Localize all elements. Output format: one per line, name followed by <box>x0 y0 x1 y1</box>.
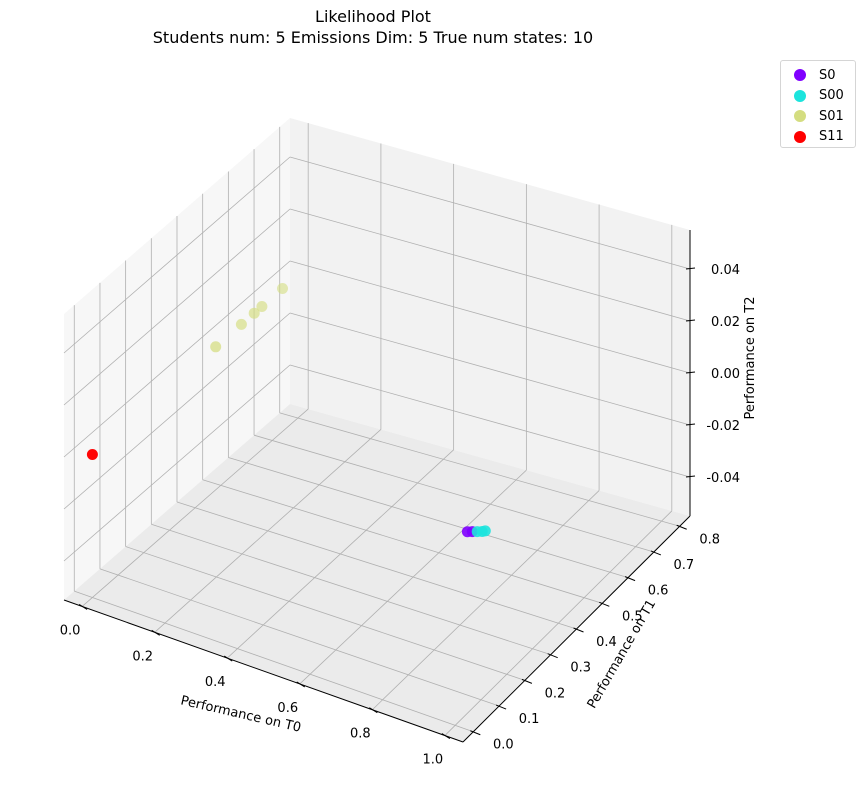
gridline-y-floor <box>151 523 551 656</box>
tick-labels: 0.0 0.2 0.4 0.6 0.8 1.0 0.0 0.1 0.2 0.3 0.4 0.5 0.6 0… <box>60 263 740 768</box>
data-point-s11 <box>86 449 98 460</box>
gridline-z-left <box>63 208 291 406</box>
chart-subtitle: Students num: 5 Emissions Dim: 5 True nu… <box>152 28 594 47</box>
z-tick-mark <box>685 475 696 478</box>
x-tick-mark <box>296 681 306 688</box>
gridline-y-floor <box>228 457 629 579</box>
z-tick-mark <box>685 319 696 322</box>
z-tick-mark <box>685 423 696 426</box>
data-point-s01 <box>277 283 288 294</box>
z-tick-mark <box>685 371 696 374</box>
data-points <box>86 283 491 538</box>
y-tick-mark <box>599 601 610 607</box>
gridline-y-floor <box>253 434 654 553</box>
x-tick-label: 0.4 <box>205 675 226 690</box>
gridline-z-left <box>63 156 291 354</box>
y-tick-label: 0.0 <box>493 738 514 753</box>
y-tick-mark <box>676 524 687 530</box>
y-tick-label: 0.8 <box>699 532 720 547</box>
legend-marker <box>794 69 806 82</box>
gridline-z-left <box>63 260 291 458</box>
legend-item-s0: S0 <box>781 65 855 86</box>
y-tick-label: 0.5 <box>622 609 643 624</box>
x-tick-mark <box>369 707 378 714</box>
gridline-z-back <box>289 312 691 426</box>
chart-title-block: Likelihood Plot Students num: 5 Emission… <box>0 6 746 48</box>
x-tick-label: 0.0 <box>60 623 81 638</box>
x-tick-label: 0.8 <box>350 727 371 742</box>
data-point-s01 <box>256 301 268 312</box>
legend-label: S00 <box>819 88 844 104</box>
gridline-y-floor <box>279 412 680 527</box>
gridlines <box>63 123 691 736</box>
x-tick-label: 0.2 <box>132 649 153 664</box>
y-tick-label: 0.3 <box>570 661 591 676</box>
data-point-s01 <box>235 318 247 330</box>
floor-pane <box>64 404 690 742</box>
gridline-y-floor <box>202 479 603 604</box>
y-tick-label: 0.2 <box>545 686 566 701</box>
gridline-z-left <box>63 312 291 510</box>
y-tick-label: 0.6 <box>648 584 669 599</box>
y-tick-mark <box>495 704 507 710</box>
y-tick-mark <box>521 678 533 684</box>
y-tick-mark <box>470 730 481 736</box>
gridline-z-left <box>63 364 291 562</box>
y-tick-mark <box>650 550 662 556</box>
legend-item-s01: S01 <box>781 106 855 127</box>
y-tick-label: 0.4 <box>596 635 617 650</box>
data-point-s01 <box>210 341 222 353</box>
legend-label: S11 <box>819 129 844 145</box>
legend-marker <box>794 130 806 143</box>
gridline-z-back <box>289 208 691 322</box>
y-tick-label: 0.7 <box>674 558 695 573</box>
x-tick-mark <box>151 629 160 636</box>
gridline-y-floor <box>125 546 526 681</box>
x-tick-mark <box>441 733 451 739</box>
x-tick-mark <box>78 604 88 610</box>
data-point-s00 <box>479 525 491 537</box>
y-tick-mark <box>547 653 558 659</box>
y-tick-mark <box>624 576 636 582</box>
y-tick-mark <box>573 627 584 633</box>
x-axis-line <box>63 599 464 743</box>
x-tick-label: 1.0 <box>423 753 444 768</box>
legend-item-s11: S11 <box>781 127 855 148</box>
legend-marker <box>794 110 806 123</box>
x-tick-mark <box>223 655 233 662</box>
z-tick-label: -0.04 <box>706 471 740 486</box>
chart-title: Likelihood Plot <box>315 7 431 26</box>
legend-marker <box>794 89 806 102</box>
legend-label: S0 <box>819 67 836 83</box>
x-tick-label: 0.6 <box>277 701 298 716</box>
gridline-z-back <box>289 364 691 478</box>
gridline-y-floor <box>74 590 474 733</box>
legend-label: S01 <box>819 108 844 124</box>
data-point-s01 <box>248 307 260 319</box>
z-tick-label: 0.00 <box>711 367 740 382</box>
gridline-y-floor <box>176 501 577 630</box>
z-tick-label: 0.02 <box>711 315 740 330</box>
z-tick-mark <box>685 267 696 270</box>
axis-lines <box>63 230 696 743</box>
y-tick-label: 0.1 <box>519 712 540 727</box>
legend: S0 S00 S01 S11 <box>780 60 856 148</box>
gridline-y-floor <box>99 568 500 707</box>
z-tick-label: 0.04 <box>711 263 740 278</box>
gridline-z-back <box>289 260 691 374</box>
legend-item-s00: S00 <box>781 86 855 107</box>
z-tick-label: -0.02 <box>706 419 740 434</box>
z-axis-label: Performance on T2 <box>743 296 758 419</box>
gridline-z-back <box>289 156 691 270</box>
